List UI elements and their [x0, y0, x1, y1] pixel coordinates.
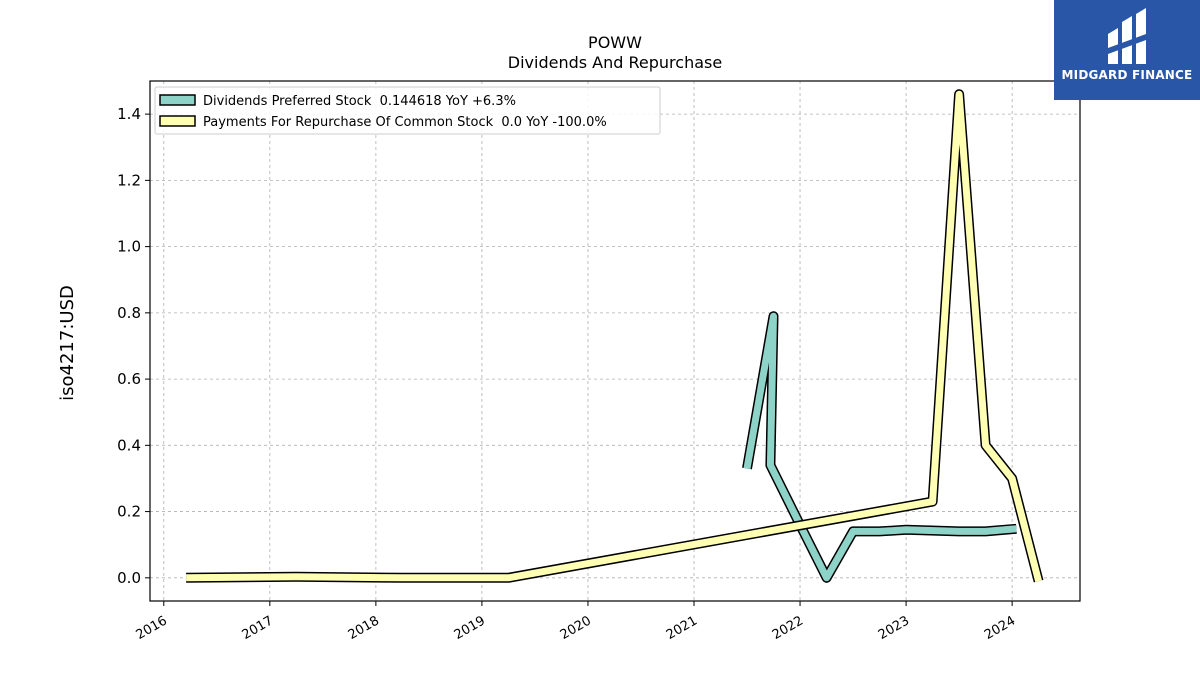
logo-text: MIDGARD FINANCE [1061, 68, 1193, 82]
grid [150, 81, 1080, 601]
y-tick-label: 0.6 [117, 370, 141, 388]
x-tick-label: 2024 [982, 613, 1018, 643]
x-tick-label: 2020 [558, 613, 594, 643]
y-axis-label: iso4217:USD [57, 285, 78, 401]
x-tick-label: 2022 [770, 613, 806, 643]
legend-label-repurchase: Payments For Repurchase Of Common Stock … [203, 115, 607, 130]
legend-swatch-repurchase [159, 115, 196, 127]
x-tick-label: 2023 [876, 613, 912, 643]
x-axis: 2016 2017 2018 2019 2020 2021 2022 2023 2024 [134, 601, 1018, 643]
plot-frame [149, 80, 1081, 602]
y-tick-label: 0.0 [117, 569, 141, 587]
x-tick-label: 2021 [664, 613, 700, 643]
legend-label-dividends: Dividends Preferred Stock 0.144618 YoY +… [203, 94, 516, 109]
chart-title: POWW [588, 33, 642, 52]
series-layer [186, 89, 1044, 583]
y-tick-label: 1.4 [117, 105, 141, 123]
legend-swatch-dividends [159, 94, 196, 106]
x-tick-label: 2017 [240, 613, 276, 643]
legend-box [154, 86, 661, 135]
y-tick-label: 1.2 [117, 171, 141, 189]
series-line-1 [186, 90, 1042, 582]
y-axis: 0.0 0.2 0.4 0.6 0.8 1.0 1.2 1.4 [117, 105, 150, 587]
x-tick-label: 2016 [134, 613, 170, 643]
midgard-logo-icon [1108, 8, 1146, 64]
y-tick-label: 1.0 [117, 238, 141, 256]
x-tick-label: 2019 [452, 613, 488, 643]
chart-subtitle: Dividends And Repurchase [508, 53, 722, 72]
y-tick-label: 0.8 [117, 304, 141, 322]
y-tick-label: 0.4 [117, 436, 141, 454]
series-line-0 [743, 312, 1017, 582]
brand-logo: MIDGARD FINANCE [1054, 0, 1200, 100]
y-tick-label: 0.2 [117, 503, 141, 521]
x-tick-label: 2018 [346, 613, 382, 643]
legend: Dividends Preferred Stock 0.144618 YoY +… [154, 86, 661, 135]
